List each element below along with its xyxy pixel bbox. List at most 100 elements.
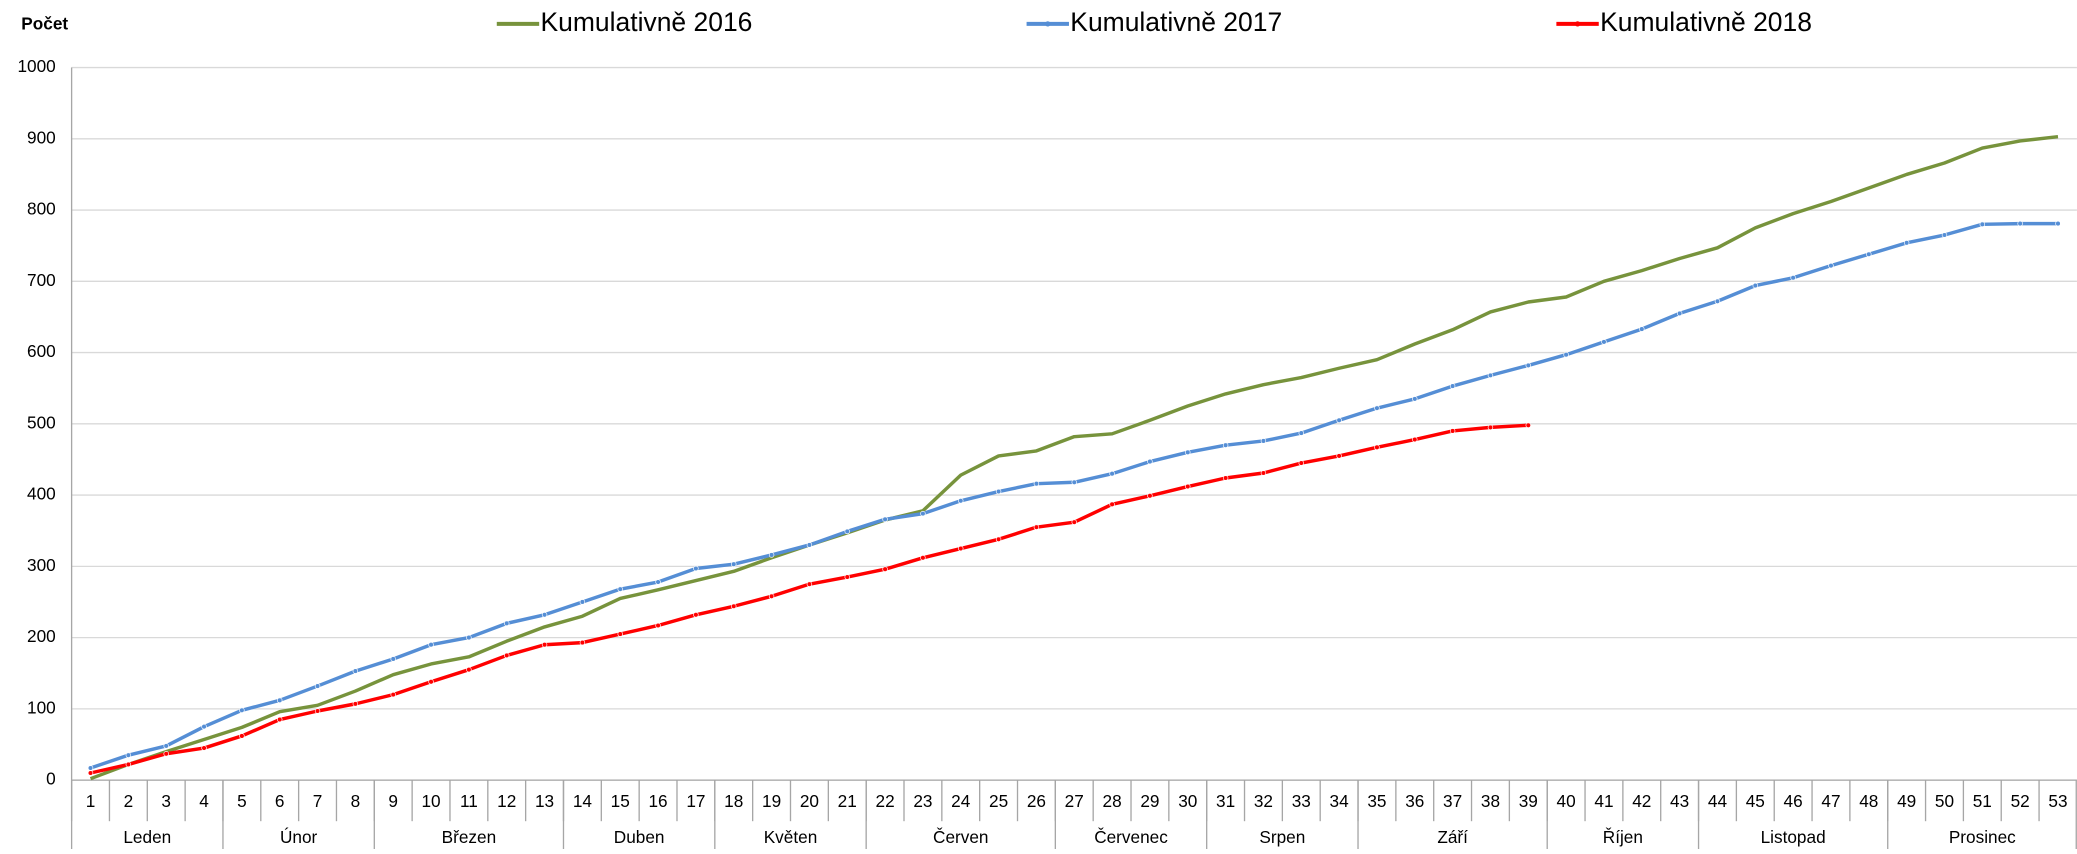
x-tick-label: 23	[913, 791, 932, 811]
x-tick-label: 40	[1557, 791, 1576, 811]
series-line	[89, 134, 2059, 781]
data-point	[655, 579, 661, 585]
data-point	[768, 593, 775, 599]
data-point	[466, 666, 472, 673]
data-point	[1185, 483, 1191, 490]
data-point	[1487, 424, 1494, 431]
data-point	[617, 631, 623, 637]
x-tick-label: 43	[1670, 791, 1689, 811]
data-point	[1525, 362, 1532, 369]
data-point	[2017, 220, 2023, 227]
y-tick-label: 900	[27, 127, 56, 147]
data-point	[958, 545, 964, 552]
x-tick-label: 53	[2048, 791, 2067, 811]
data-point	[1071, 519, 1077, 525]
x-tick-label: 10	[421, 791, 440, 811]
data-point	[768, 552, 775, 558]
x-tick-label: 6	[275, 791, 285, 811]
data-point	[163, 743, 169, 749]
data-point	[1222, 442, 1229, 448]
data-point	[579, 599, 586, 605]
x-tick-label: 46	[1784, 791, 1803, 811]
x-tick-label: 42	[1632, 791, 1651, 811]
data-point	[1185, 449, 1191, 456]
month-label: Srpen	[1259, 827, 1305, 847]
x-tick-label: 25	[989, 791, 1008, 811]
x-tick-label: 41	[1594, 791, 1613, 811]
y-axis-label: Počet	[21, 14, 68, 34]
month-label: Prosinec	[1949, 827, 2016, 847]
x-tick-label: 27	[1065, 791, 1084, 811]
x-tick-label: 52	[2011, 791, 2030, 811]
data-point	[1109, 471, 1115, 477]
x-tick-label: 4	[199, 791, 209, 811]
data-point	[201, 745, 207, 751]
x-tick-label: 11	[460, 791, 478, 811]
data-point	[1260, 470, 1267, 476]
data-point	[655, 622, 661, 629]
x-tick-label: 28	[1103, 791, 1122, 811]
data-point	[1487, 372, 1494, 379]
x-tick-label: 33	[1292, 791, 1311, 811]
data-point	[844, 528, 850, 535]
x-tick-label: 15	[611, 791, 630, 811]
data-point	[995, 488, 1002, 495]
data-point	[579, 639, 586, 646]
data-point	[1752, 282, 1759, 289]
data-point	[1071, 479, 1077, 485]
legend-label: Kumulativně 2018	[1600, 7, 1812, 37]
x-tick-label: 50	[1935, 791, 1954, 811]
data-point	[428, 679, 434, 685]
data-point	[1412, 436, 1418, 443]
y-tick-label: 200	[27, 626, 56, 646]
data-point	[1260, 438, 1267, 444]
x-tick-label: 20	[800, 791, 819, 811]
x-tick-label: 26	[1027, 791, 1046, 811]
x-tick-label: 8	[351, 791, 361, 811]
y-tick-label: 300	[27, 555, 56, 575]
data-point	[1714, 298, 1721, 304]
data-point	[352, 701, 359, 707]
y-tick-label: 500	[27, 412, 56, 432]
data-point	[314, 683, 321, 689]
data-point	[277, 697, 283, 704]
month-label: Červenec	[1094, 827, 1168, 847]
data-point	[1298, 430, 1304, 436]
data-point	[1336, 417, 1342, 423]
data-point	[352, 668, 359, 674]
x-tick-label: 5	[237, 791, 247, 811]
data-point	[844, 574, 850, 580]
data-point	[1298, 460, 1304, 466]
data-point	[87, 770, 94, 776]
data-point	[1676, 310, 1683, 317]
data-point	[1412, 396, 1418, 402]
data-point	[920, 555, 926, 561]
month-label: Březen	[442, 827, 497, 847]
data-point	[277, 716, 283, 723]
legend-marker	[1045, 21, 1051, 27]
month-label: Listopad	[1761, 827, 1826, 847]
x-tick-label: 13	[535, 791, 554, 811]
data-point	[1374, 444, 1380, 451]
x-tick-label: 47	[1821, 791, 1840, 811]
x-tick-label: 7	[313, 791, 323, 811]
data-point	[504, 620, 510, 627]
data-point	[693, 612, 699, 618]
data-point	[125, 761, 132, 768]
x-tick-label: 31	[1216, 791, 1235, 811]
y-tick-label: 100	[27, 697, 56, 717]
x-tick-label: 12	[497, 791, 516, 811]
data-point	[2055, 220, 2061, 227]
month-label: Duben	[614, 827, 665, 847]
x-tick-label: 51	[1973, 791, 1992, 811]
data-point	[428, 642, 434, 648]
x-tick-label: 14	[573, 791, 593, 811]
x-tick-label: 9	[388, 791, 398, 811]
series-line	[89, 221, 2058, 770]
data-point	[995, 536, 1002, 542]
data-point	[1147, 493, 1153, 499]
data-point	[1449, 383, 1456, 389]
data-point	[201, 723, 207, 730]
x-tick-label: 18	[724, 791, 743, 811]
data-point	[125, 752, 132, 758]
